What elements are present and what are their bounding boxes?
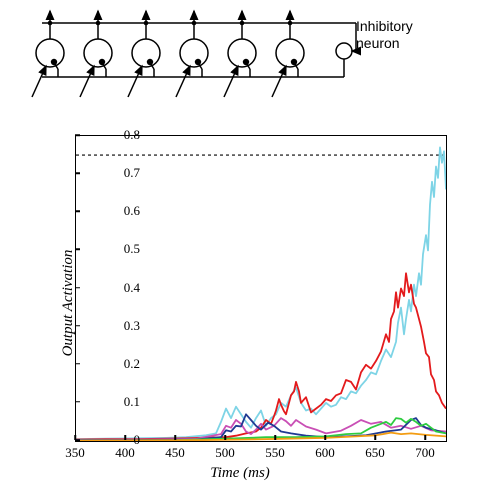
inhibitory-label-1: Inhibitory [356, 18, 413, 34]
xtick-label: 650 [365, 445, 385, 461]
xtick-label: 350 [65, 445, 85, 461]
xtick-label: 400 [115, 445, 135, 461]
ytick-label: 0.5 [124, 241, 140, 257]
xtick-label: 600 [315, 445, 335, 461]
xtick-label: 700 [415, 445, 435, 461]
x-axis-label: Time (ms) [210, 465, 270, 482]
network-diagram: Inhibitory neuron [20, 5, 440, 100]
ytick-label: 0.1 [124, 394, 140, 410]
xtick-label: 450 [165, 445, 185, 461]
ytick-label: 0.6 [124, 203, 140, 219]
ytick-label: 0.2 [124, 356, 140, 372]
xtick-label: 550 [265, 445, 285, 461]
ytick-label: 0.8 [124, 127, 140, 143]
ytick-label: 0.4 [124, 280, 140, 296]
inhibitory-label-2: neuron [356, 35, 400, 51]
ytick-label: 0.3 [124, 318, 140, 334]
activation-chart: Output Activation Time (ms) 00.10.20.30.… [20, 125, 460, 480]
xtick-label: 500 [215, 445, 235, 461]
ytick-label: 0.7 [124, 165, 140, 181]
